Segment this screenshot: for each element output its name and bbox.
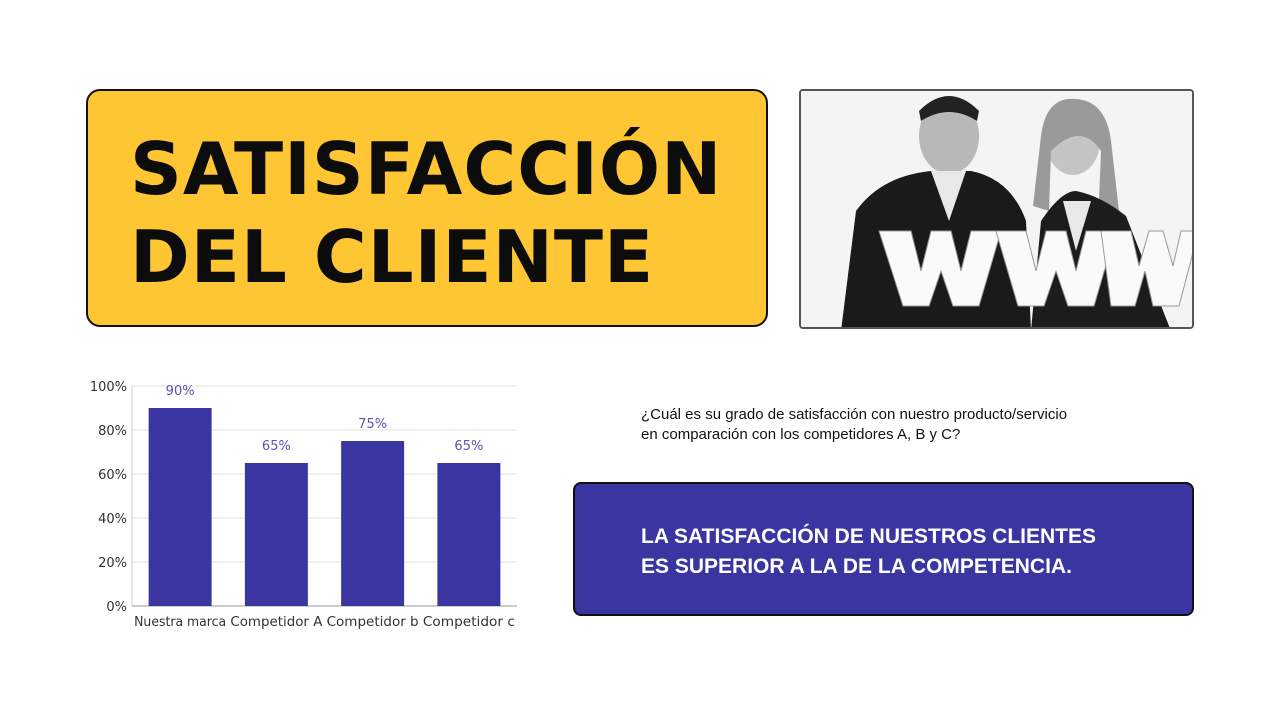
conclusion-line-2: ES SUPERIOR A LA DE LA COMPETENCIA.	[641, 555, 1072, 578]
slide-title: SATISFACCIÓN DEL CLIENTE	[130, 125, 722, 301]
data-label: 65%	[262, 439, 291, 454]
data-label: 75%	[358, 417, 387, 432]
conclusion-box: LA SATISFACCIÓN DE NUESTROS CLIENTES ES S…	[573, 482, 1194, 616]
satisfaction-bar-chart: 0% 20% 40% 60% 80% 100% 90% Nuestra marca 65% Com…	[90, 380, 517, 630]
data-label: 90%	[166, 384, 195, 399]
question-line-1: ¿Cuál es su grado de satisfacción con nu…	[641, 406, 1068, 423]
bar	[148, 408, 212, 606]
x-tick-label: Nuestra marca	[134, 615, 226, 630]
x-tick-label: Competidor b	[327, 615, 419, 630]
x-tick-label: Competidor c	[423, 615, 515, 630]
people-photo	[799, 89, 1194, 329]
title-box: SATISFACCIÓN DEL CLIENTE	[86, 89, 768, 327]
title-line-1: SATISFACCIÓN	[130, 127, 723, 211]
y-tick-label: 100%	[90, 380, 127, 395]
survey-question: ¿Cuál es su grado de satisfacción con nu…	[641, 405, 1067, 445]
bar	[244, 463, 308, 606]
conclusion-line-1: LA SATISFACCIÓN DE NUESTROS CLIENTES	[641, 525, 1097, 548]
title-line-2: DEL CLIENTE	[130, 215, 655, 299]
question-line-2: en comparación con los competidores A, B…	[641, 426, 961, 443]
y-tick-label: 0%	[106, 600, 127, 615]
bar	[341, 441, 405, 606]
y-tick-label: 60%	[98, 468, 127, 483]
y-tick-label: 80%	[98, 424, 127, 439]
y-tick-label: 40%	[98, 512, 127, 527]
x-tick-label: Competidor A	[230, 615, 322, 630]
conclusion-text: LA SATISFACCIÓN DE NUESTROS CLIENTES ES S…	[641, 522, 1096, 582]
data-label: 65%	[454, 439, 483, 454]
bar	[437, 463, 501, 606]
y-tick-label: 20%	[98, 556, 127, 571]
people-photo-illustration	[801, 91, 1192, 327]
